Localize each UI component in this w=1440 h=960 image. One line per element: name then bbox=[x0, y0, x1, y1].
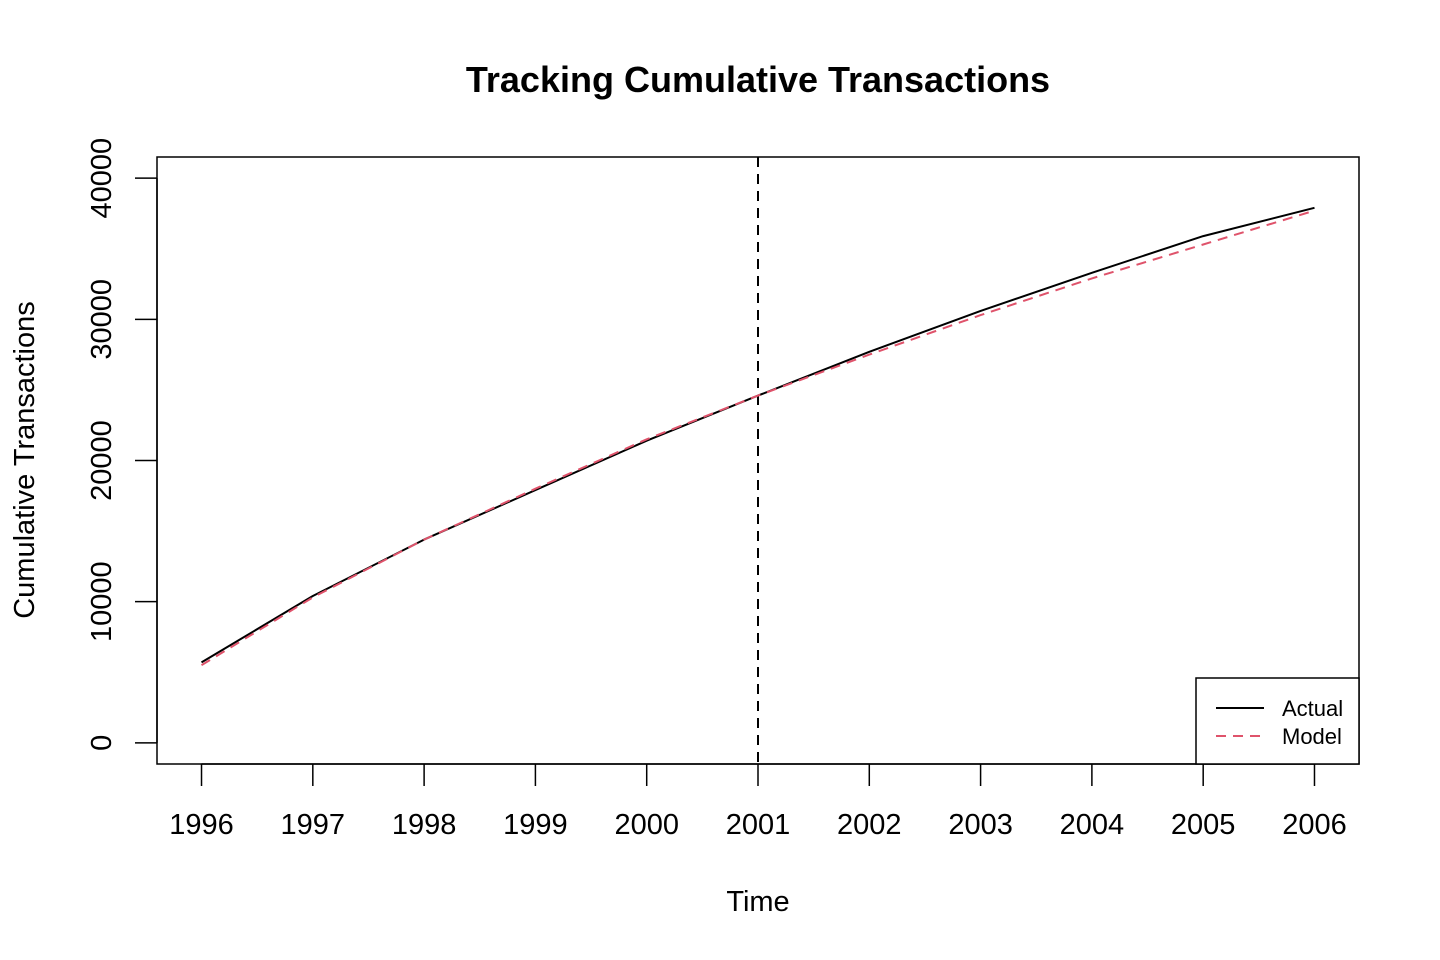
x-tick-label: 1999 bbox=[503, 809, 568, 841]
x-axis-label: Time bbox=[726, 886, 789, 918]
x-axis: 1996 1997 1998 1999 2000 2001 2002 2003 2004 2005… bbox=[169, 763, 1347, 841]
legend: Actual Model bbox=[1195, 677, 1360, 765]
x-tick-label: 1997 bbox=[281, 809, 346, 841]
x-tick-label: 1996 bbox=[169, 809, 234, 841]
x-tick-label: 2001 bbox=[726, 809, 791, 841]
plot-area bbox=[156, 156, 1360, 765]
x-tick-label: 2004 bbox=[1060, 809, 1125, 841]
y-tick-label: 30000 bbox=[86, 279, 118, 360]
x-tick-label: 2006 bbox=[1282, 809, 1347, 841]
x-tick-label: 2002 bbox=[837, 809, 902, 841]
x-tick-label: 1998 bbox=[392, 809, 457, 841]
series-line-model bbox=[200, 209, 1315, 667]
y-axis-label: Cumulative Transactions bbox=[9, 301, 41, 619]
x-tick-label: 2003 bbox=[948, 809, 1013, 841]
y-axis: 0 10000 20000 30000 40000 bbox=[86, 138, 158, 751]
x-tick-label: 2000 bbox=[614, 809, 679, 841]
legend-label-model: Model bbox=[1282, 724, 1342, 749]
legend-box bbox=[1195, 677, 1360, 765]
x-tick-label: 2005 bbox=[1171, 809, 1236, 841]
y-tick-label: 0 bbox=[86, 735, 118, 751]
legend-label-actual: Actual bbox=[1282, 696, 1343, 721]
y-tick-label: 10000 bbox=[86, 561, 118, 642]
y-tick-label: 40000 bbox=[86, 138, 118, 219]
chart-title: Tracking Cumulative Transactions bbox=[466, 59, 1050, 100]
y-tick-label: 20000 bbox=[86, 420, 118, 501]
